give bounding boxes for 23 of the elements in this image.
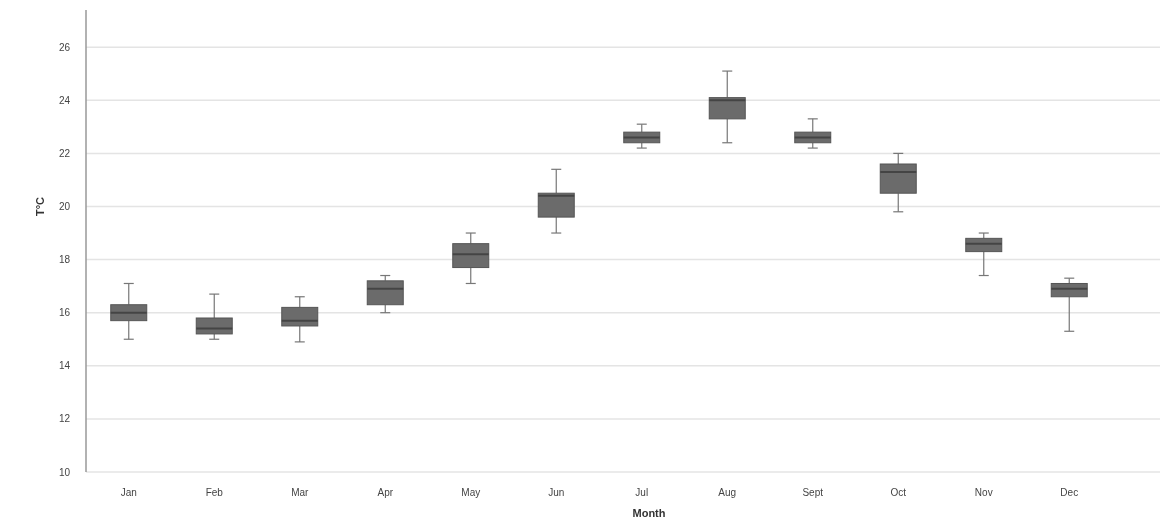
y-tick-label: 10 <box>58 466 71 478</box>
y-axis-title: T°C <box>34 196 46 217</box>
y-tick-label: 22 <box>58 147 71 159</box>
y-tick-label: 14 <box>58 360 71 372</box>
x-tick-label: Sept <box>802 487 824 498</box>
x-tick-label: Jun <box>548 487 565 498</box>
x-tick-label: Nov <box>974 487 993 498</box>
x-tick-label: Aug <box>718 487 737 498</box>
x-tick-label: Jul <box>635 487 649 498</box>
x-tick-label: Jan <box>120 487 137 498</box>
y-tick-label: 16 <box>58 307 71 319</box>
y-tick-label: 20 <box>58 200 71 212</box>
x-tick-label: Dec <box>1060 487 1079 498</box>
y-tick-label: 12 <box>58 413 71 425</box>
x-tick-label: Oct <box>890 487 907 498</box>
y-tick-label: 26 <box>58 41 71 53</box>
x-tick-label: Apr <box>377 487 394 498</box>
x-tick-label: Mar <box>291 487 310 498</box>
x-tick-label: Feb <box>205 487 224 498</box>
x-tick-label: May <box>461 487 481 498</box>
y-tick-label: 24 <box>58 94 71 106</box>
x-axis-title: Month <box>632 507 666 519</box>
y-tick-label: 18 <box>58 254 71 266</box>
